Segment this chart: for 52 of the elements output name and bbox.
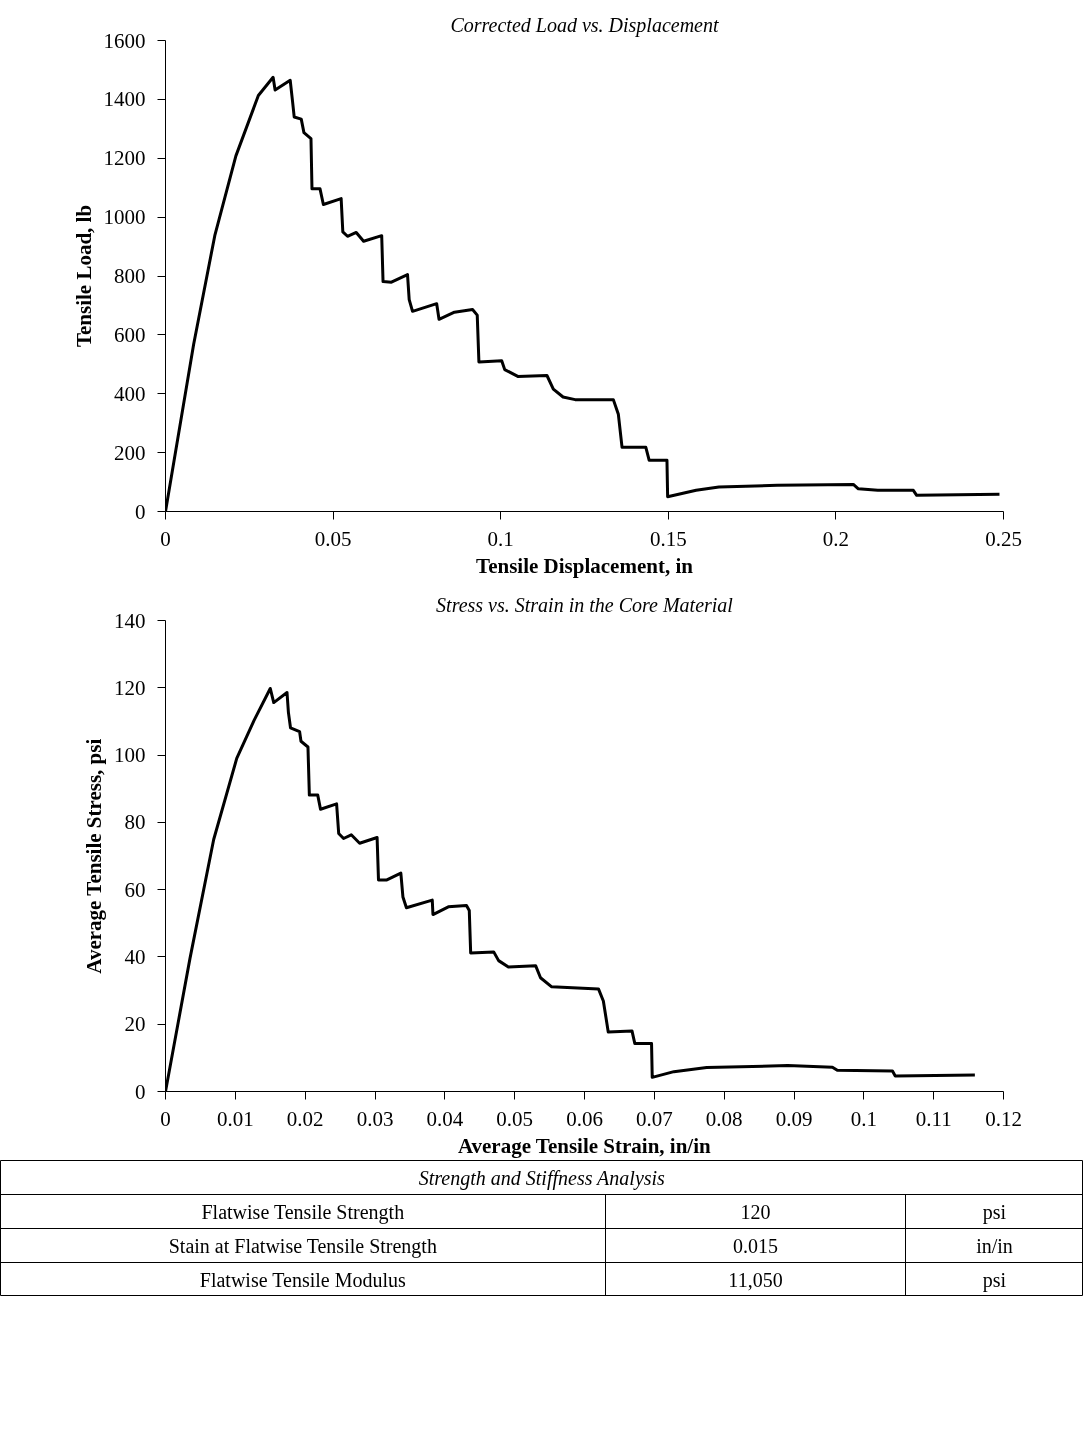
text: Strength and Stiffness Analysis	[418, 1166, 666, 1190]
y-tick-label: 60	[124, 877, 146, 902]
text: psi	[982, 1200, 1007, 1224]
text: 0.015	[733, 1234, 778, 1257]
x-tick-label: 0.03	[356, 1106, 394, 1131]
text: in/in	[976, 1234, 1013, 1257]
x-axis-title: Average Tensile Strain, in/in	[457, 1133, 712, 1158]
y-tick-label: 140	[114, 608, 146, 633]
x-tick-label: 0.09	[775, 1106, 813, 1131]
chart-title: Corrected Load vs. Displacement	[450, 13, 719, 37]
y-tick-label: 200	[114, 440, 146, 465]
x-tick-label: 0.02	[286, 1106, 324, 1131]
x-tick-label: 0.08	[705, 1106, 743, 1131]
x-tick-label: 0.07	[635, 1106, 673, 1131]
x-tick-label: 0.15	[649, 526, 687, 551]
x-tick-label: 0.04	[426, 1106, 464, 1131]
y-tick-label: 20	[124, 1012, 146, 1037]
y-axis-title: Tensile Load, lb	[71, 204, 96, 348]
x-tick-label: 0.2	[822, 526, 850, 551]
y-tick-label: 100	[114, 743, 146, 768]
y-tick-label: 80	[124, 810, 146, 835]
x-tick-label: 0.1	[850, 1106, 877, 1131]
category-label: Flatwise Tensile Modulus	[199, 1268, 407, 1291]
x-tick-label: 0	[160, 1106, 171, 1131]
y-tick-label: 1600	[103, 28, 146, 53]
text: 11,050	[728, 1268, 783, 1291]
y-tick-label: 1200	[103, 146, 146, 171]
y-tick-label: 800	[114, 264, 146, 288]
x-tick-label: 0	[160, 526, 171, 551]
y-tick-label: 400	[114, 381, 146, 406]
x-axis-title: Tensile Displacement, in	[476, 553, 694, 578]
x-tick-label: 0.25	[985, 526, 1022, 551]
x-tick-label: 0.12	[985, 1106, 1022, 1131]
x-tick-label: 0.01	[216, 1106, 254, 1131]
x-tick-label: 0.05	[314, 526, 352, 551]
category-label: Flatwise Tensile Strength	[201, 1200, 405, 1224]
y-tick-label: 600	[114, 322, 146, 347]
category-label: Stain at Flatwise Tensile Strength	[168, 1234, 437, 1258]
y-tick-label: 120	[114, 675, 146, 700]
y-tick-label: 1000	[103, 205, 146, 230]
text: 120	[740, 1200, 771, 1223]
text: psi	[982, 1268, 1007, 1292]
x-tick-label: 0.06	[566, 1106, 603, 1131]
y-tick-label: 1400	[103, 87, 146, 112]
y-tick-label: 0	[135, 499, 146, 524]
y-tick-label: 40	[124, 944, 146, 969]
y-tick-label: 0	[135, 1079, 146, 1104]
chart-title: Stress vs. Strain in the Core Material	[436, 593, 734, 616]
x-tick-label: 0.05	[496, 1106, 534, 1131]
y-axis-title: Average Tensile Stress, psi	[82, 738, 106, 974]
x-tick-label: 0.11	[915, 1106, 952, 1131]
x-tick-label: 0.1	[487, 526, 514, 551]
